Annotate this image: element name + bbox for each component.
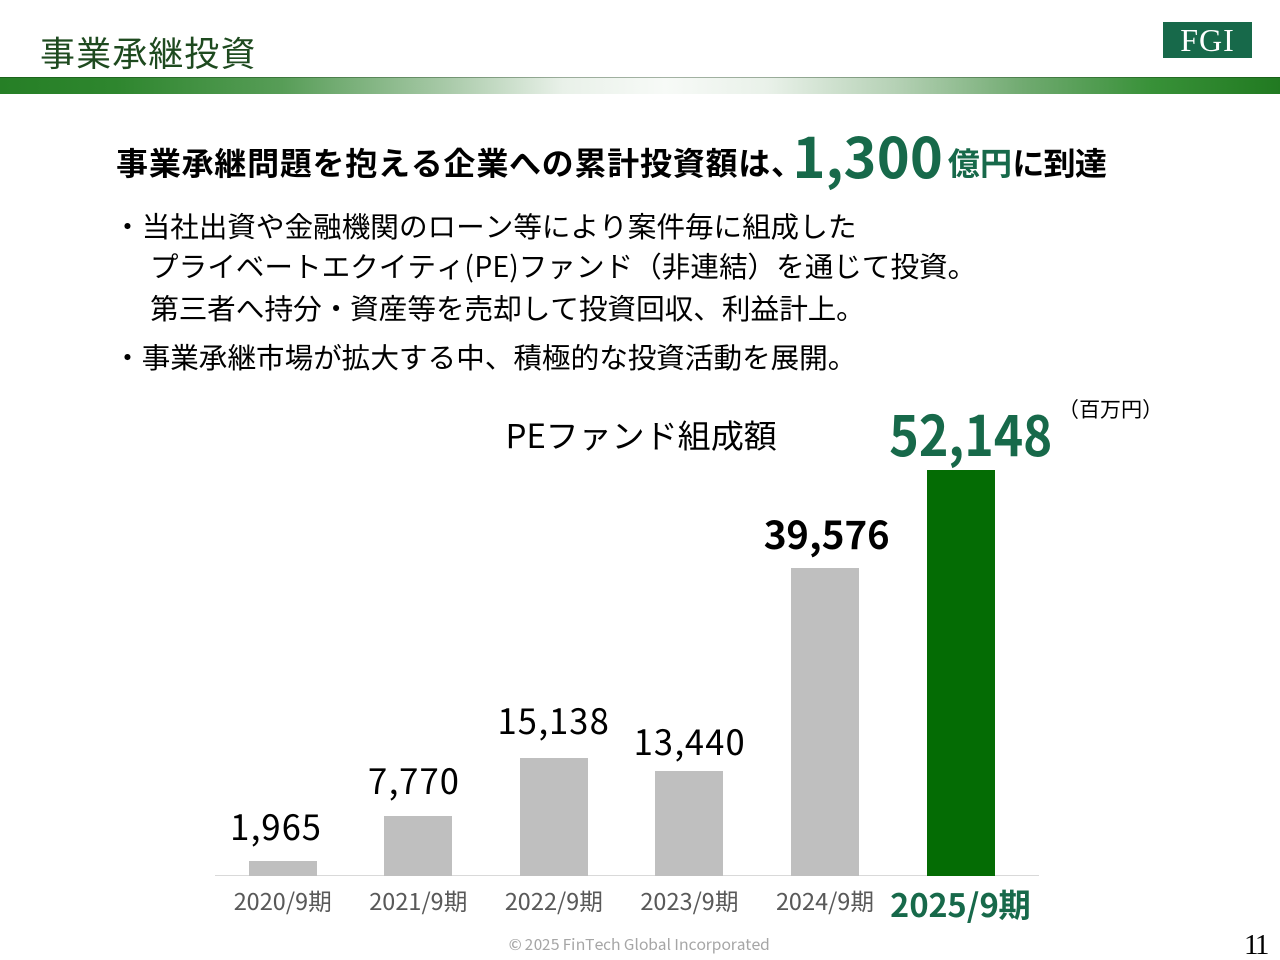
headline-unit: 億円 [947, 138, 1012, 185]
slide-title: 事業承継投資 [40, 25, 257, 77]
bullet-line-4: ・事業承継市場が拡大する中、積極的な投資活動を展開。 [113, 336, 857, 378]
x-axis-line [215, 874, 1039, 876]
headline-amount: 1,300 [792, 113, 943, 195]
fgi-logo: FGI [1163, 22, 1252, 58]
bar-2025/9期 [926, 470, 995, 876]
bullet-line-2: プライベートエクイティ(PE)ファンド（非連結）を通じて投資。 [150, 245, 977, 286]
bar-2023/9期 [655, 771, 724, 876]
x-label-2025/9期: 2025/9期 [890, 879, 1031, 927]
bar-2021/9期 [384, 816, 453, 876]
value-label-2021/9期: 7,770 [368, 753, 461, 804]
footer-copyright: © 2025 FinTech Global Incorporated [508, 933, 770, 955]
x-label-2021/9期: 2021/9期 [369, 883, 468, 917]
bullet-line-3: 第三者へ持分・資産等を売却して投資回収、利益計上。 [150, 287, 865, 328]
bullet-line-1: ・当社出資や金融機関のローン等により案件毎に組成した [113, 205, 857, 246]
chart-unit-label: （百万円） [1058, 394, 1163, 424]
x-label-2024/9期: 2024/9期 [775, 883, 874, 917]
value-label-2025/9期: 52,148 [888, 391, 1053, 473]
headline-suffix: に到達 [1012, 138, 1107, 185]
value-label-2023/9期: 13,440 [633, 714, 747, 765]
chart-title: PEファンド組成額 [505, 410, 777, 458]
x-label-2022/9期: 2022/9期 [504, 883, 603, 917]
title-gradient-rule [0, 77, 1280, 94]
bar-2024/9期 [790, 568, 859, 876]
value-label-2024/9期: 39,576 [763, 504, 890, 561]
page-number: 11 [1244, 929, 1269, 960]
value-label-2020/9期: 1,965 [230, 799, 323, 850]
value-label-2022/9期: 15,138 [497, 693, 611, 744]
x-label-2020/9期: 2020/9期 [233, 883, 332, 917]
headline-prefix: 事業承継問題を抱える企業への累計投資額は、 [116, 138, 804, 185]
x-label-2023/9期: 2023/9期 [640, 883, 739, 917]
fgi-logo-text: FGI [1180, 22, 1235, 58]
bar-2020/9期 [248, 861, 317, 876]
bar-2022/9期 [519, 758, 588, 876]
